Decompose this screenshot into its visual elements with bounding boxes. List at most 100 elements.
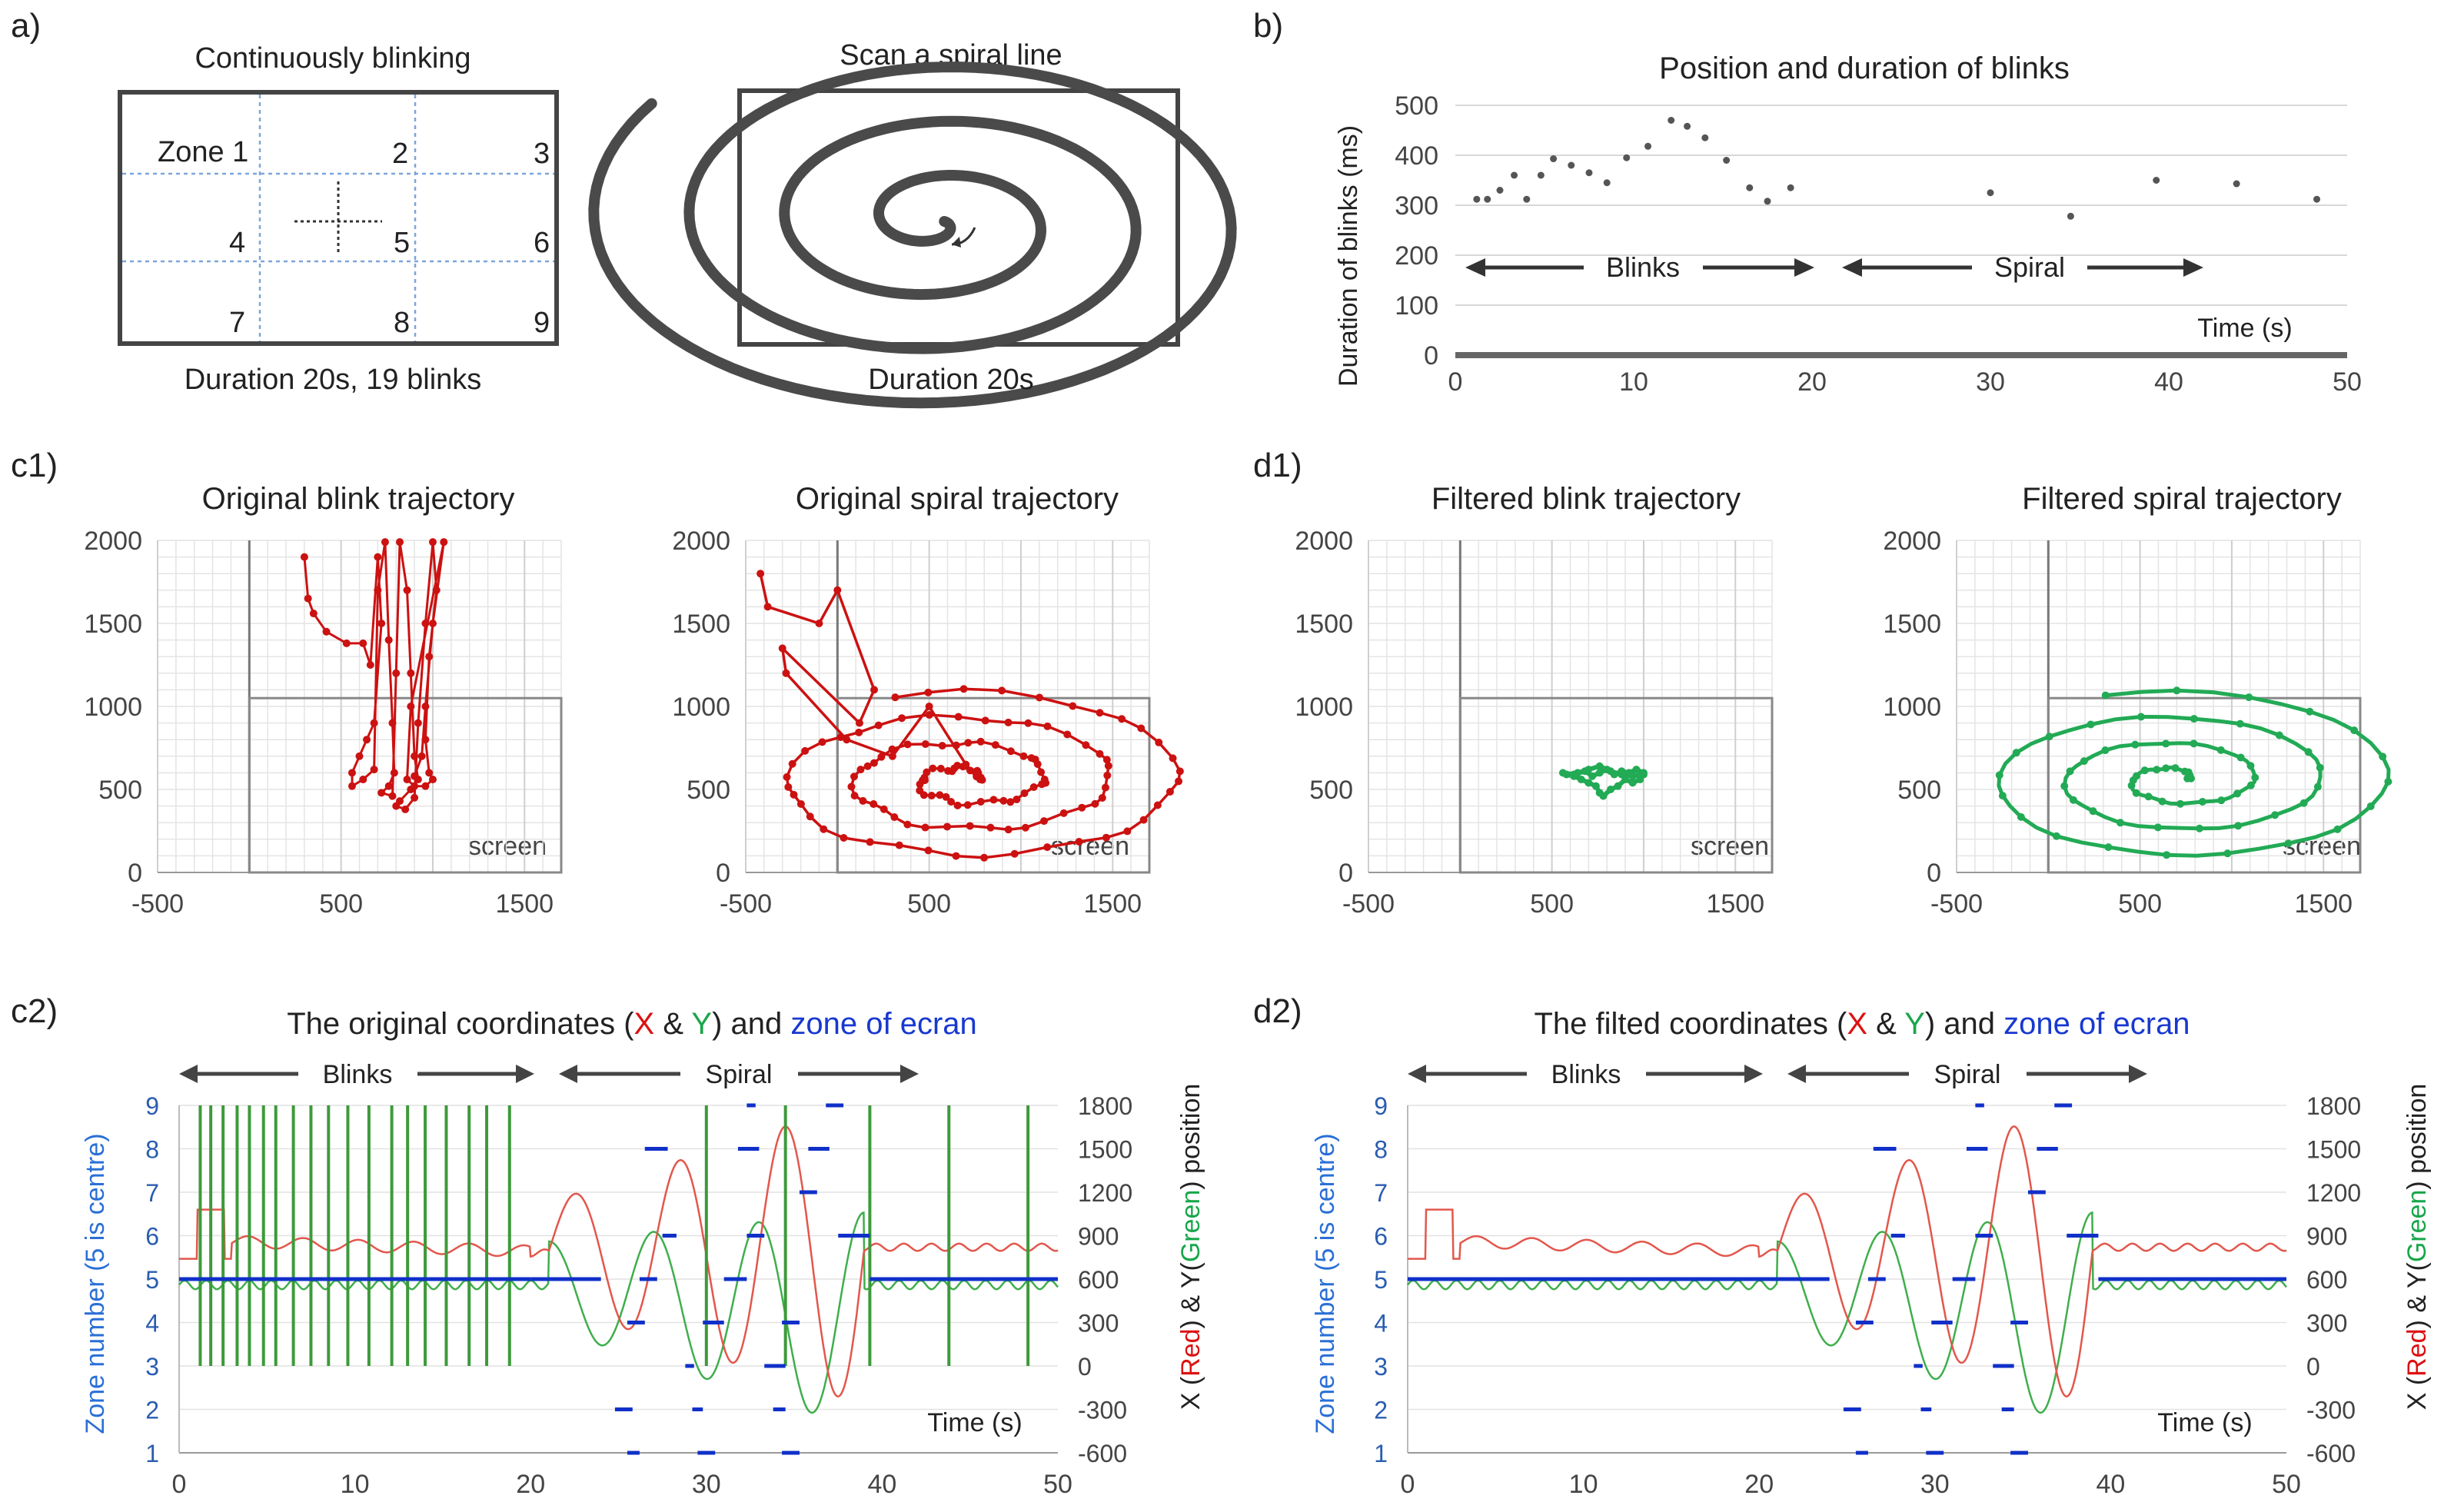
chart-c2-ylabel-right: X (Red) & Y(Green) position (1176, 1084, 1205, 1411)
trajectory-point (1632, 766, 1641, 774)
trajectory-point (1137, 724, 1146, 733)
y-tick-label: 200 (1395, 241, 1438, 271)
trajectory-point (1607, 767, 1614, 776)
trajectory-point (782, 669, 790, 677)
trajectory-point (925, 711, 933, 719)
zone-diagram-title: Continuously blinking (195, 42, 471, 75)
x-tick-label: 1500 (495, 889, 554, 919)
x-tick-label: 50 (2272, 1470, 2301, 1499)
annotation-blinks: Blinks (323, 1060, 393, 1089)
trajectory-point (2195, 824, 2203, 832)
trajectory-point (363, 736, 371, 744)
x-tick-label: 500 (1530, 889, 1574, 919)
title-part: The filted coordinates ( (1534, 1007, 1847, 1041)
title-part: ) and (712, 1007, 790, 1041)
trajectory-point (2173, 686, 2181, 695)
y-tick-label: 1500 (84, 610, 142, 639)
trajectory-point (374, 553, 382, 561)
data-point (1523, 195, 1531, 203)
trajectory-point (1577, 776, 1585, 784)
trajectory-point (784, 783, 793, 791)
trajectory-point (801, 746, 810, 755)
trajectory-point (944, 766, 953, 775)
trajectory-point (2171, 764, 2180, 773)
chart-d2-ylabel-left: Zone number (5 is centre) (1311, 1133, 1340, 1434)
x-tick-label: -500 (131, 889, 184, 919)
x-tick-label: 20 (1797, 367, 1827, 397)
trajectory-point (806, 812, 814, 821)
trajectory-point (756, 570, 765, 578)
trajectory-point (428, 776, 437, 784)
x-tick-label: 40 (2096, 1470, 2125, 1499)
trajectory-point (874, 721, 883, 729)
trajectory-point (976, 737, 985, 746)
trajectory-point (1595, 789, 1604, 797)
x-tick-label: 1500 (1083, 889, 1142, 919)
y-tick-label-right: 300 (1078, 1310, 1119, 1338)
trajectory-point (943, 822, 952, 831)
trajectory-point (2366, 802, 2375, 810)
screen-box (248, 696, 563, 874)
data-point (1473, 195, 1481, 203)
trajectory-point (300, 553, 308, 561)
y-tick-label: 500 (1309, 776, 1353, 805)
trajectory-point (1035, 693, 1043, 702)
trajectory-point (1102, 833, 1110, 842)
trajectory-point (1607, 786, 1614, 793)
trajectory-point (888, 745, 896, 753)
data-point (2153, 177, 2160, 184)
trajectory-point (2190, 739, 2198, 748)
trajectory-point (370, 766, 378, 774)
trajectory-point (2132, 789, 2140, 797)
trajectory-point (898, 714, 906, 723)
trajectory-point (2080, 757, 2088, 766)
data-point (2067, 212, 2074, 220)
chart-b-annotation-spiral: Spiral (1994, 251, 2065, 283)
trajectory-point (986, 823, 995, 832)
trajectory-point (2384, 777, 2392, 786)
y-tick-label-left: 1 (1374, 1440, 1388, 1467)
trajectory-point (2045, 733, 2053, 741)
data-point (2313, 195, 2321, 203)
y-tick-label: 500 (1897, 776, 1941, 805)
y-tick-label-right: -300 (2306, 1397, 2356, 1424)
trajectory-point (919, 791, 928, 799)
zone-label: 4 (229, 227, 245, 259)
trajectory-point (1082, 741, 1090, 749)
trajectory-point (390, 769, 398, 777)
x-tick-label: 0 (1401, 1470, 1415, 1499)
trajectory-point (2313, 783, 2322, 791)
ylabel-part-red: Red (1176, 1328, 1205, 1376)
trajectory-point (929, 764, 937, 773)
ylabel-part: X ( (2402, 1376, 2432, 1410)
trajectory-point (2101, 691, 2110, 700)
title-part-y: Y (691, 1007, 712, 1041)
trajectory-point (401, 805, 410, 813)
trajectory-point (388, 719, 397, 727)
y-tick-label: 500 (687, 776, 730, 805)
x-tick-label: 20 (516, 1470, 545, 1499)
trajectory-point (1101, 783, 1109, 792)
y-tick-label-right: 0 (1078, 1353, 1092, 1381)
trajectory-point (421, 782, 430, 790)
x-tick-label: 500 (907, 889, 951, 919)
trajectory-point (2176, 799, 2185, 808)
trajectory-point (972, 769, 980, 778)
trajectory-point (880, 805, 888, 813)
trajectory-point (953, 801, 962, 809)
trajectory-point (2069, 796, 2077, 804)
trajectory-point (1998, 792, 2007, 800)
chart-b: Position and duration of blinks Duration… (1334, 52, 2362, 397)
y-tick-label-right: 300 (2306, 1310, 2347, 1338)
zone-label: 5 (394, 227, 410, 259)
chart-d1-left-title: Filtered blink trajectory (1431, 482, 1741, 516)
screen-box (1458, 696, 1774, 874)
trajectory-point (396, 538, 404, 547)
trajectory-point (924, 846, 933, 855)
arrowhead-icon (1465, 258, 1485, 277)
y-tick-label: 2000 (1295, 527, 1353, 556)
annotation-blinks: Blinks (1551, 1060, 1621, 1089)
trajectory-point (991, 741, 999, 749)
trajectory-point (954, 713, 963, 721)
